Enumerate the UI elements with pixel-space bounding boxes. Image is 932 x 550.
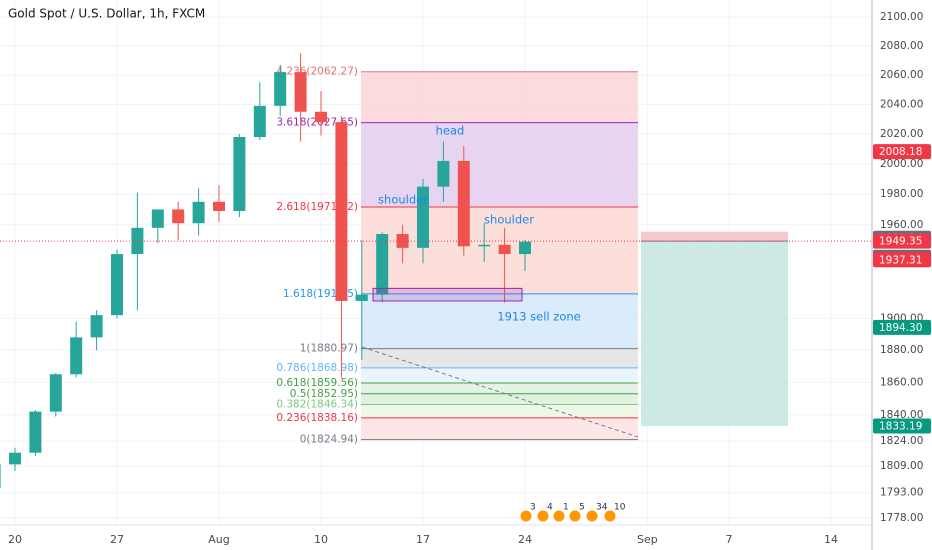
y-tick-label: 1793.00 — [880, 487, 923, 499]
position-target — [641, 241, 788, 427]
fib-label: 0.5(1852.95) — [290, 388, 358, 400]
candle-body — [111, 254, 123, 316]
price-badge-label: 1894.30 — [879, 322, 922, 334]
event-count: 4 — [547, 503, 553, 513]
candle-body — [70, 337, 83, 375]
candle-body — [0, 464, 1, 488]
x-tick-label: 24 — [518, 533, 532, 546]
candle-body — [437, 160, 450, 187]
price-badge-label: 2008.18 — [879, 146, 922, 158]
fib-label: 0.236(1838.16) — [276, 412, 358, 424]
event-icon — [568, 509, 582, 523]
y-tick-label: 1778.00 — [880, 512, 923, 524]
y-tick-label: 1840.00 — [880, 409, 923, 421]
candle-body — [90, 315, 103, 338]
price-badge — [873, 252, 931, 268]
candle-body — [315, 111, 327, 123]
candle-body — [274, 72, 287, 106]
fib-zone — [361, 367, 638, 384]
candle-body — [151, 209, 164, 228]
candle-body — [519, 241, 531, 255]
y-tick-label: 1824.00 — [880, 435, 923, 447]
candle-body — [9, 452, 21, 465]
fib-zone — [361, 71, 638, 123]
event-count: 3 — [530, 503, 536, 513]
event-count: 5 — [579, 503, 585, 513]
event-count: 1 — [563, 503, 569, 513]
price-badge — [873, 319, 931, 335]
fib-label: 4.236(2062.27) — [276, 66, 358, 78]
fib-zone — [361, 383, 638, 394]
chart-title: Gold Spot / U.S. Dollar, 1h, FXCM — [8, 7, 205, 21]
y-tick-label: 2080.00 — [880, 40, 923, 52]
fib-label: 0.618(1859.56) — [276, 377, 358, 389]
price-badge — [873, 144, 931, 160]
position-stop — [641, 231, 788, 242]
candle-body — [294, 72, 307, 112]
x-tick-label: 7 — [726, 533, 733, 546]
price-badge — [873, 233, 931, 249]
candle-body — [457, 160, 470, 247]
event-icon — [519, 509, 533, 523]
candle-body — [192, 201, 205, 224]
event-icon — [536, 509, 550, 523]
fib-zone — [361, 348, 638, 368]
candle-body — [376, 233, 389, 295]
x-tick-label: 14 — [824, 533, 838, 546]
y-tick-label: 2040.00 — [880, 98, 923, 110]
event-icon — [585, 509, 599, 523]
y-tick-label: 2000.00 — [880, 158, 923, 170]
price-badge-label: 1937.31 — [879, 254, 922, 266]
candle-body — [253, 105, 266, 138]
x-tick-label: 27 — [110, 533, 124, 546]
y-tick-label: 2060.00 — [880, 69, 923, 81]
fib-zone — [361, 404, 638, 418]
y-tick-label: 1860.00 — [880, 376, 923, 388]
candle-body — [498, 244, 511, 255]
candle-body — [417, 186, 429, 248]
event-icon — [603, 509, 617, 523]
y-tick-label: 1960.00 — [880, 219, 923, 231]
event-count: 34 — [596, 503, 608, 513]
candle-body — [29, 411, 42, 453]
y-tick-label: 1880.00 — [880, 344, 923, 356]
sell-zone — [372, 287, 523, 302]
price-badge — [873, 418, 931, 434]
fib-label: 0.786(1868.98) — [276, 362, 358, 374]
price-badge-label: 1833.19 — [879, 421, 922, 433]
fib-zone — [361, 293, 638, 349]
candle-body — [335, 122, 348, 301]
trend-line — [361, 346, 639, 438]
event-count: 10 — [614, 503, 626, 513]
fib-zone — [361, 417, 638, 440]
x-tick-label: Sep — [637, 533, 658, 546]
annotation: 1913 sell zone — [497, 310, 580, 324]
y-tick-label: 1980.00 — [880, 188, 923, 200]
x-tick-label: 10 — [314, 533, 328, 546]
fib-label: 0(1824.94) — [300, 434, 358, 446]
candle-body — [131, 227, 144, 255]
price-badge-label: 1949.35 — [879, 236, 922, 248]
fib-label: 1(1880.97) — [300, 343, 358, 355]
candle-body — [213, 201, 225, 211]
fib-label: 0.382(1846.34) — [276, 399, 358, 411]
y-tick-label: 2020.00 — [880, 128, 923, 140]
y-tick-label: 1809.00 — [880, 460, 923, 472]
annotation: head — [436, 124, 465, 138]
fib-zone — [361, 122, 638, 207]
event-icon — [552, 509, 566, 523]
candle-body — [49, 374, 62, 412]
x-tick-label: 20 — [8, 533, 22, 546]
x-tick-label: 17 — [416, 533, 430, 546]
annotation: shoulder — [378, 193, 428, 207]
fib-zone — [361, 393, 638, 405]
y-tick-label: 2100.00 — [880, 11, 923, 23]
x-tick-label: Aug — [208, 533, 229, 546]
candle-body — [233, 137, 246, 211]
candle-body — [172, 209, 185, 224]
candle-body — [478, 244, 491, 247]
candle-body — [355, 294, 368, 301]
annotation: shoulder — [484, 213, 534, 227]
